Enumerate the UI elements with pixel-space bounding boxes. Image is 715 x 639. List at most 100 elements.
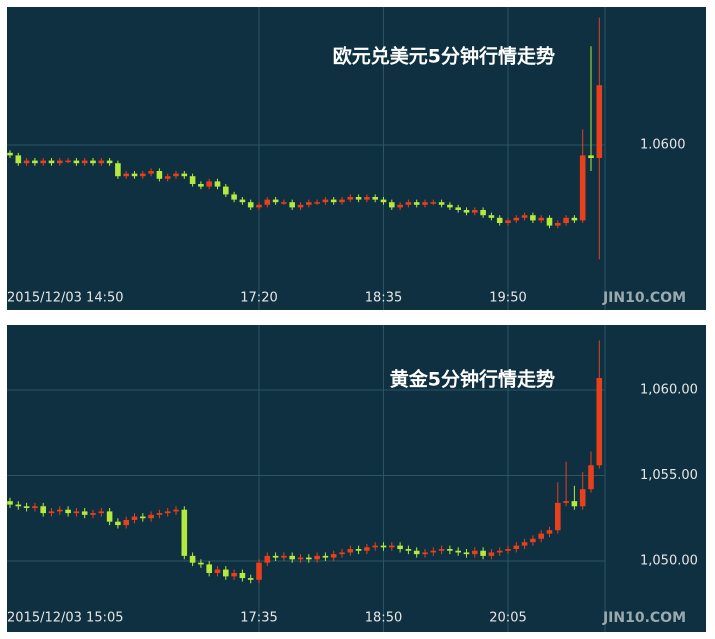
candle-body <box>131 516 138 520</box>
candle-body <box>488 215 495 218</box>
candle-body <box>231 572 237 577</box>
candle-body <box>488 552 495 556</box>
candle-body <box>505 220 511 223</box>
candle-body <box>40 160 46 164</box>
candle-body <box>380 199 387 203</box>
candle-body <box>505 549 511 551</box>
candle-body <box>131 173 138 177</box>
chart-title: 黄金5分钟行情走势 <box>390 368 555 391</box>
candle-body <box>563 501 569 503</box>
candle-body <box>214 569 221 573</box>
watermark: JIN10.COM <box>602 610 686 626</box>
candle-body <box>430 550 437 553</box>
candle-body <box>198 562 204 565</box>
candle-body <box>513 545 520 550</box>
candle-body <box>32 160 38 164</box>
x-tick-label: 2015/12/03 14:50 <box>7 291 124 306</box>
candle-body <box>289 555 295 560</box>
y-tick-label: 1,055.00 <box>640 468 698 483</box>
candle-body <box>538 533 544 539</box>
candle-body <box>23 506 30 508</box>
candle-body <box>297 557 304 560</box>
candle-body <box>422 552 428 555</box>
candle-body <box>588 465 594 490</box>
candle-body <box>247 578 254 580</box>
candle-body <box>81 160 88 164</box>
x-tick-label: 17:20 <box>240 291 277 306</box>
candle-body <box>463 552 470 555</box>
chart-panel: 1,060.00 1,055.00 1,050.00 2015/12/03 15:05… <box>7 325 706 632</box>
candle-body <box>422 202 428 205</box>
candle-body <box>156 171 163 179</box>
candle-body <box>579 155 586 221</box>
candle-body <box>413 550 420 555</box>
candle-body <box>513 217 520 221</box>
candle-body <box>413 202 420 205</box>
candle-body <box>405 202 412 205</box>
candle-body <box>322 199 329 203</box>
candle-body <box>314 202 320 204</box>
candle-body <box>140 516 146 519</box>
candle-body <box>571 217 578 221</box>
candle-body <box>538 217 544 221</box>
candle-body <box>521 215 528 218</box>
candle-body <box>530 538 536 543</box>
x-tick-label: 19:50 <box>489 291 526 306</box>
candle-body <box>438 549 445 551</box>
candle-body <box>256 204 262 208</box>
candle-body <box>7 152 13 156</box>
candle-body <box>264 555 271 563</box>
candle-body <box>164 511 171 514</box>
candle-body <box>98 511 105 514</box>
candle-body <box>430 202 437 204</box>
candle-body <box>455 207 461 210</box>
candle-body <box>530 215 536 221</box>
candle-body <box>405 549 412 551</box>
candle-body <box>330 554 337 558</box>
candle-body <box>496 550 503 553</box>
candle-body <box>164 176 171 179</box>
candle-body <box>281 202 287 204</box>
candle-body <box>206 564 212 573</box>
candle-body <box>372 197 378 200</box>
candle-body <box>264 199 271 205</box>
candle-body <box>48 160 55 164</box>
candle-body <box>32 506 38 508</box>
x-tick-label: 18:35 <box>365 291 402 306</box>
candle-body <box>148 171 154 174</box>
candle-body <box>223 186 229 195</box>
candle-body <box>546 530 553 534</box>
candle-body <box>496 217 503 223</box>
candle-body <box>106 160 113 164</box>
candle-body <box>198 184 204 187</box>
candle-body <box>314 555 320 560</box>
candle-body <box>463 210 470 213</box>
candle-body <box>339 199 345 203</box>
candle-body <box>355 197 362 200</box>
candle-body <box>90 513 96 515</box>
candle-body <box>372 545 378 548</box>
candle-body <box>189 555 196 563</box>
candle-body <box>322 555 329 558</box>
candle-body <box>455 550 461 553</box>
candle-body <box>123 173 129 177</box>
candle-body <box>173 509 179 512</box>
candle-body <box>140 173 146 177</box>
chart-panel: 1.0600 2015/12/03 14:50 17:20 18:35 19:50 欧元兑… <box>7 7 706 310</box>
candle-body <box>272 199 279 203</box>
candle-body <box>438 202 445 205</box>
candle-body <box>181 173 188 177</box>
candle-body <box>57 509 63 512</box>
candle-body <box>596 378 603 466</box>
candle-body <box>447 204 453 208</box>
candle-body <box>546 217 553 226</box>
y-tick-label: 1.0600 <box>640 138 686 153</box>
candle-body <box>289 202 295 208</box>
candle-body <box>472 210 478 213</box>
candle-body <box>447 549 453 551</box>
candle-body <box>306 557 312 560</box>
candle-body <box>173 173 179 177</box>
panel-background <box>7 325 706 632</box>
candle-body <box>306 202 312 205</box>
candle-body <box>23 160 30 164</box>
